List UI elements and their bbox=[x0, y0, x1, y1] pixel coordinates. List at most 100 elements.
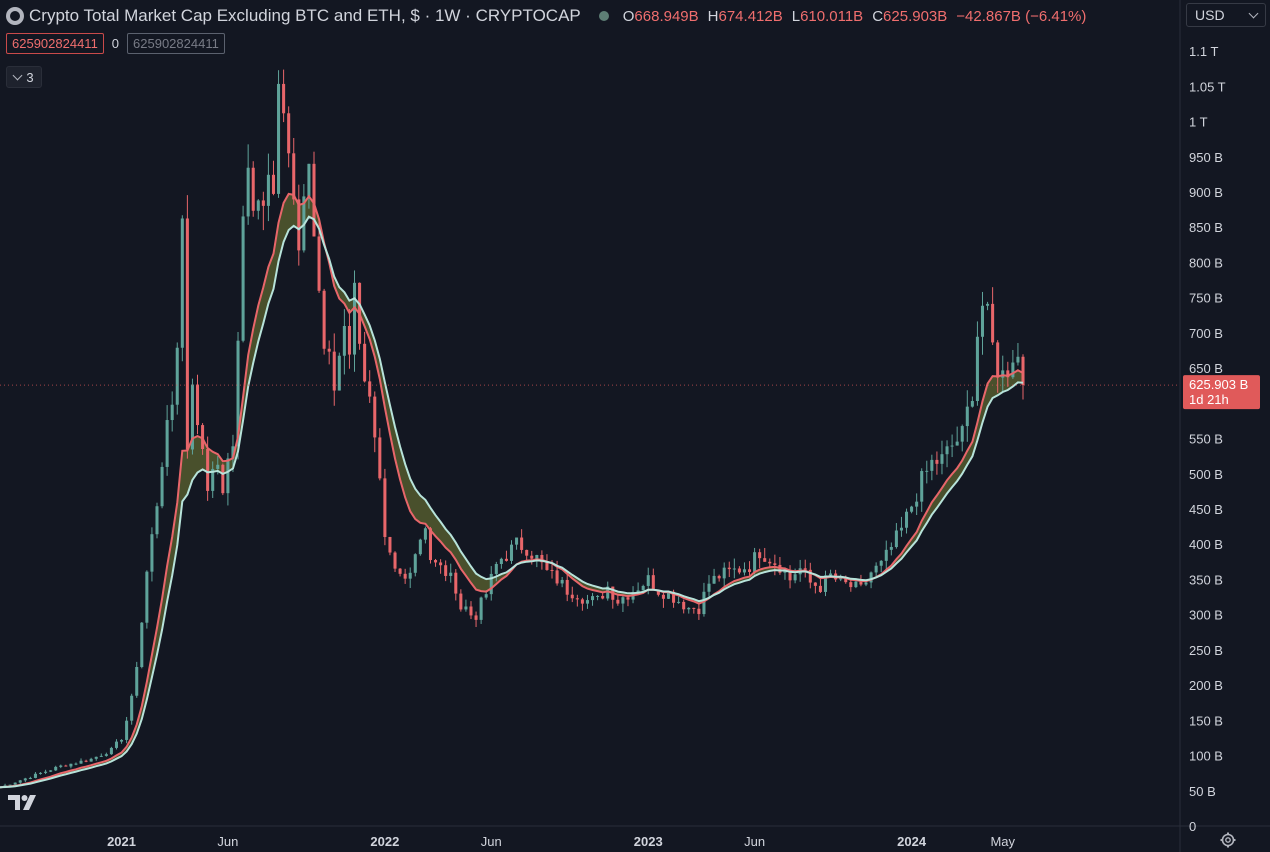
candle[interactable] bbox=[352, 282, 357, 355]
candle[interactable] bbox=[120, 739, 124, 742]
candle[interactable] bbox=[109, 747, 113, 755]
candle[interactable] bbox=[991, 303, 995, 343]
candle[interactable] bbox=[960, 426, 964, 442]
candle[interactable] bbox=[59, 765, 63, 767]
candle[interactable] bbox=[641, 585, 645, 591]
candle[interactable] bbox=[135, 667, 139, 696]
candle[interactable] bbox=[449, 572, 453, 576]
candle[interactable] bbox=[530, 555, 534, 559]
candle[interactable] bbox=[378, 437, 382, 479]
candle[interactable] bbox=[312, 163, 316, 237]
candle[interactable] bbox=[656, 589, 660, 595]
candle[interactable] bbox=[707, 583, 711, 592]
current-price-badge[interactable] bbox=[1183, 375, 1260, 410]
candle[interactable] bbox=[666, 591, 671, 599]
candle[interactable] bbox=[28, 777, 32, 779]
candle[interactable] bbox=[980, 305, 985, 337]
candle[interactable] bbox=[717, 575, 721, 579]
candle[interactable] bbox=[793, 574, 797, 581]
candle[interactable] bbox=[459, 593, 463, 610]
candle[interactable] bbox=[277, 83, 281, 194]
candle[interactable] bbox=[494, 563, 498, 574]
market-status-icon[interactable] bbox=[598, 11, 609, 21]
gear-icon[interactable] bbox=[1220, 832, 1236, 848]
candle[interactable] bbox=[33, 773, 37, 778]
candle[interactable] bbox=[606, 586, 610, 599]
candle[interactable] bbox=[125, 720, 129, 740]
candle[interactable] bbox=[403, 573, 407, 579]
candle[interactable] bbox=[332, 351, 336, 391]
candle[interactable] bbox=[175, 347, 179, 405]
candle[interactable] bbox=[165, 420, 169, 467]
candle[interactable] bbox=[246, 167, 250, 217]
candle[interactable] bbox=[672, 591, 676, 603]
candle[interactable] bbox=[454, 572, 458, 594]
candle[interactable] bbox=[920, 471, 924, 502]
candle[interactable] bbox=[702, 591, 706, 615]
candle[interactable] bbox=[535, 554, 539, 559]
candle[interactable] bbox=[160, 466, 164, 507]
candle[interactable] bbox=[970, 401, 974, 407]
candle[interactable] bbox=[195, 384, 200, 426]
candle[interactable] bbox=[231, 446, 235, 459]
candle[interactable] bbox=[201, 425, 205, 449]
candle[interactable] bbox=[646, 575, 650, 586]
candle[interactable] bbox=[560, 579, 564, 584]
candle[interactable] bbox=[818, 585, 822, 592]
candle[interactable] bbox=[393, 552, 397, 569]
candle[interactable] bbox=[687, 607, 691, 610]
candle[interactable] bbox=[950, 445, 954, 447]
candle[interactable] bbox=[190, 384, 194, 450]
candle[interactable] bbox=[651, 575, 655, 590]
candle[interactable] bbox=[874, 565, 878, 573]
candle[interactable] bbox=[905, 511, 909, 528]
candle[interactable] bbox=[140, 622, 144, 668]
candle[interactable] bbox=[317, 236, 321, 291]
candle[interactable] bbox=[854, 581, 858, 588]
candle[interactable] bbox=[13, 782, 17, 785]
candle[interactable] bbox=[783, 570, 787, 573]
candle[interactable] bbox=[292, 153, 296, 200]
candle[interactable] bbox=[1016, 356, 1020, 363]
candle[interactable] bbox=[844, 577, 848, 583]
candle[interactable] bbox=[864, 582, 868, 585]
candle[interactable] bbox=[499, 558, 503, 564]
candle[interactable] bbox=[935, 459, 939, 464]
candle[interactable] bbox=[570, 594, 574, 599]
candle[interactable] bbox=[216, 464, 220, 469]
candle[interactable] bbox=[251, 167, 255, 211]
candle[interactable] bbox=[8, 784, 12, 786]
candle[interactable] bbox=[697, 608, 701, 615]
candle[interactable] bbox=[889, 546, 893, 550]
candle[interactable] bbox=[626, 597, 630, 600]
candle[interactable] bbox=[955, 441, 959, 446]
candle[interactable] bbox=[484, 594, 488, 598]
candle[interactable] bbox=[170, 404, 174, 421]
candle[interactable] bbox=[829, 573, 833, 576]
candle[interactable] bbox=[23, 778, 27, 781]
candle[interactable] bbox=[1006, 370, 1010, 378]
candle[interactable] bbox=[99, 755, 103, 757]
candle[interactable] bbox=[540, 554, 544, 563]
candle[interactable] bbox=[986, 303, 990, 306]
candle[interactable] bbox=[211, 468, 215, 491]
candle[interactable] bbox=[342, 325, 346, 356]
candle[interactable] bbox=[803, 568, 807, 570]
candle[interactable] bbox=[84, 760, 88, 762]
candle[interactable] bbox=[373, 396, 377, 438]
candle[interactable] bbox=[525, 549, 529, 556]
candle[interactable] bbox=[44, 771, 48, 773]
candle[interactable] bbox=[363, 343, 367, 382]
candle[interactable] bbox=[788, 570, 792, 581]
candle[interactable] bbox=[104, 754, 108, 756]
candle[interactable] bbox=[307, 163, 311, 197]
candle[interactable] bbox=[479, 597, 483, 620]
symbol-title[interactable]: Crypto Total Market Cap Excluding BTC an… bbox=[29, 6, 581, 25]
candle[interactable] bbox=[879, 560, 883, 566]
candle[interactable] bbox=[753, 552, 757, 572]
candle[interactable] bbox=[145, 571, 149, 623]
candle[interactable] bbox=[575, 598, 579, 600]
candle[interactable] bbox=[899, 527, 903, 531]
candle[interactable] bbox=[737, 568, 741, 573]
candle[interactable] bbox=[383, 478, 387, 538]
